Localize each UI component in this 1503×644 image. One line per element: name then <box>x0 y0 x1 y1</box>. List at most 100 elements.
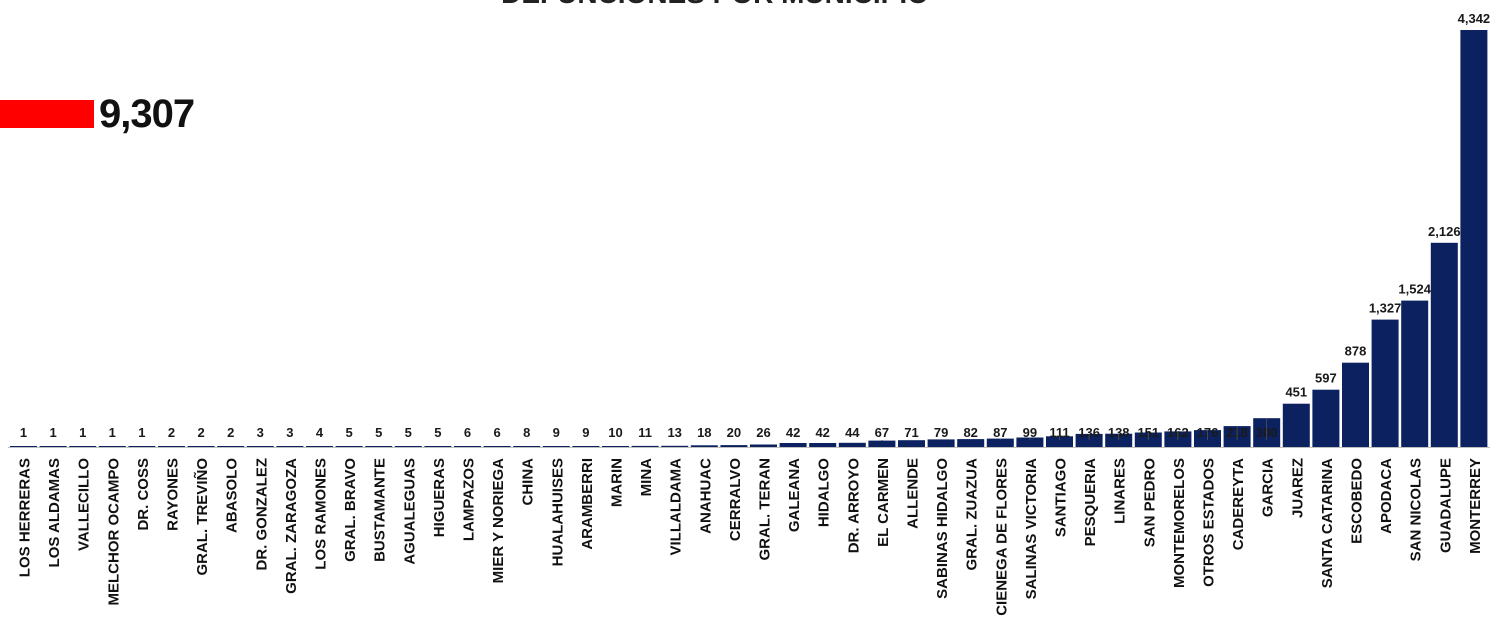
value-label: 44 <box>845 425 860 440</box>
category-label: SANTIAGO <box>1053 458 1070 538</box>
category-label: MONTERREY <box>1467 458 1484 554</box>
category-label: ESCOBEDO <box>1349 458 1366 544</box>
value-label: 3 <box>257 425 264 440</box>
total-indicator-bar <box>0 100 94 128</box>
value-label: 1 <box>49 425 56 440</box>
value-label: 87 <box>993 425 1007 440</box>
category-label: VILLALDAMA <box>668 458 685 556</box>
value-label: 79 <box>934 425 948 440</box>
bar <box>927 439 955 447</box>
value-label: 42 <box>815 425 829 440</box>
value-label: 136 <box>1078 425 1100 440</box>
bar <box>158 446 185 447</box>
value-label: 138 <box>1108 425 1130 440</box>
value-label: 3 <box>286 425 293 440</box>
bar <box>1312 389 1340 447</box>
bar <box>1046 436 1073 447</box>
bar <box>572 446 600 447</box>
category-label: OTROS ESTADOS <box>1201 458 1218 587</box>
category-label: DR. COSS <box>135 458 152 531</box>
bar <box>1430 242 1458 447</box>
value-label: 10 <box>608 425 622 440</box>
value-label: 5 <box>405 425 412 440</box>
category-label: GRAL. TREVIÑO <box>193 458 211 576</box>
bar <box>631 445 659 447</box>
value-label: 111 <box>1049 425 1069 440</box>
bar <box>187 446 215 447</box>
category-label: DR. ARROYO <box>845 458 862 554</box>
bar <box>1401 300 1429 447</box>
category-label: GRAL. BRAVO <box>342 458 359 562</box>
value-label: 5 <box>345 425 352 440</box>
value-label: 11 <box>638 425 652 440</box>
bar <box>986 438 1014 447</box>
bar <box>69 446 97 447</box>
category-label: AGUALEGUAS <box>401 458 418 565</box>
value-label: 1,327 <box>1369 301 1402 316</box>
value-label: 18 <box>697 425 711 440</box>
category-label: HUALAHUISES <box>549 458 566 566</box>
category-label: PESQUERIA <box>1082 458 1099 547</box>
category-label: CERRALVO <box>727 458 744 541</box>
bar <box>779 443 807 447</box>
category-label: LOS HERRERAS <box>17 458 34 577</box>
bar <box>1342 362 1369 447</box>
bar <box>542 446 570 447</box>
value-label: 4,342 <box>1458 11 1491 26</box>
value-label: 9 <box>553 425 560 440</box>
bar <box>246 446 274 447</box>
category-label: SAN NICOLAS <box>1408 458 1425 561</box>
category-label: MARIN <box>609 458 626 507</box>
bar <box>720 445 748 447</box>
bar <box>454 446 481 447</box>
category-label: LAMPAZOS <box>461 458 478 541</box>
category-label: APODACA <box>1378 458 1395 534</box>
bar <box>39 446 67 447</box>
value-label: 6 <box>464 425 471 440</box>
value-label: 5 <box>375 425 382 440</box>
value-label: 1 <box>79 425 86 440</box>
category-label: SAN PEDRO <box>1141 458 1158 548</box>
bar <box>957 439 985 447</box>
category-label: ANAHUAC <box>697 458 714 534</box>
value-label: 2 <box>197 425 204 440</box>
category-label: GUADALUPE <box>1437 458 1454 553</box>
category-label: VALLECILLO <box>76 458 93 551</box>
category-label: JUAREZ <box>1289 458 1306 518</box>
value-label: 67 <box>875 425 889 440</box>
value-label: 8 <box>523 425 530 440</box>
value-label: 2 <box>227 425 234 440</box>
bar <box>335 446 363 447</box>
total-value: 9,307 <box>99 92 195 136</box>
category-label: GRAL. ZARAGOZA <box>283 458 300 594</box>
bar <box>868 440 896 447</box>
category-label: SALINAS VICTORIA <box>1023 458 1040 600</box>
category-label: GRAL. ZUAZUA <box>964 458 981 571</box>
bar <box>276 446 304 447</box>
bar <box>1075 433 1103 447</box>
bar <box>898 440 925 447</box>
category-label: LINARES <box>1112 458 1129 524</box>
category-label: MONTEMORELOS <box>1171 458 1188 588</box>
value-label: 26 <box>756 425 770 440</box>
value-label: 82 <box>963 425 977 440</box>
chart-title: DEFUNCIONES POR MUNICIPIO <box>0 0 1430 10</box>
category-label: ABASOLO <box>224 458 241 533</box>
category-label: LOS ALDAMAS <box>46 458 63 567</box>
bar <box>1371 319 1399 447</box>
bar <box>217 446 245 447</box>
value-label: 2,126 <box>1428 224 1461 239</box>
category-label: MELCHOR OCAMPO <box>105 458 122 606</box>
value-label: 71 <box>904 425 918 440</box>
value-label: 4 <box>316 425 324 440</box>
category-label: CADEREYTA <box>1230 458 1247 550</box>
value-label: 5 <box>434 425 441 440</box>
bar <box>128 446 156 447</box>
category-label: CHINA <box>520 458 537 506</box>
category-label: GALEANA <box>786 458 803 532</box>
value-label: 1 <box>109 425 116 440</box>
bar <box>1105 433 1133 447</box>
bar <box>750 444 777 447</box>
category-label: HIDALGO <box>816 458 833 527</box>
